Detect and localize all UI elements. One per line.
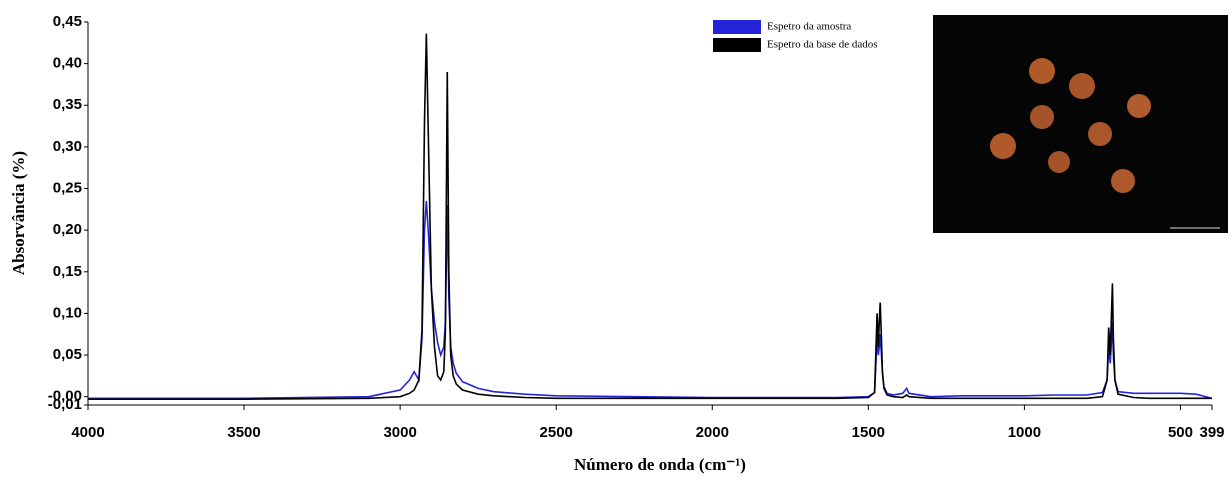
y-tick-label: 0,45 bbox=[53, 13, 82, 30]
y-axis-title: Absorvância (%) bbox=[9, 151, 28, 275]
legend-swatch bbox=[713, 20, 761, 34]
x-tick-label: 3500 bbox=[227, 424, 260, 441]
y-tick-label: 0,20 bbox=[53, 221, 82, 238]
y-tick-label: 0,15 bbox=[53, 263, 82, 280]
x-tick-label: 4000 bbox=[71, 424, 104, 441]
legend-label: Espetro da base de dados bbox=[767, 39, 878, 51]
y-tick-label: 0,05 bbox=[53, 346, 82, 363]
x-tick-label: 1500 bbox=[852, 424, 885, 441]
x-tick-label: 3000 bbox=[383, 424, 416, 441]
x-tick-label: 399 bbox=[1199, 424, 1224, 441]
legend-label: Espetro da amostra bbox=[767, 21, 851, 33]
y-tick-label: 0,10 bbox=[53, 304, 82, 321]
y-tick-label: 0,30 bbox=[53, 138, 82, 155]
series-line bbox=[88, 33, 1212, 400]
y-tick-label: 0,35 bbox=[53, 96, 82, 113]
x-tick-label: 500 bbox=[1168, 424, 1193, 441]
y-tick-label: -0,01 bbox=[48, 396, 82, 413]
y-tick-label: -0,00 bbox=[48, 388, 82, 405]
x-tick-label: 2000 bbox=[696, 424, 729, 441]
x-axis-title: Número de onda (cm⁻¹) bbox=[574, 455, 746, 474]
inset-photo bbox=[933, 15, 1228, 233]
y-tick-label: 0,40 bbox=[53, 55, 82, 72]
y-tick-label: 0,25 bbox=[53, 179, 82, 196]
x-tick-label: 2500 bbox=[540, 424, 573, 441]
x-tick-label: 1000 bbox=[1008, 424, 1041, 441]
legend-swatch bbox=[713, 38, 761, 52]
